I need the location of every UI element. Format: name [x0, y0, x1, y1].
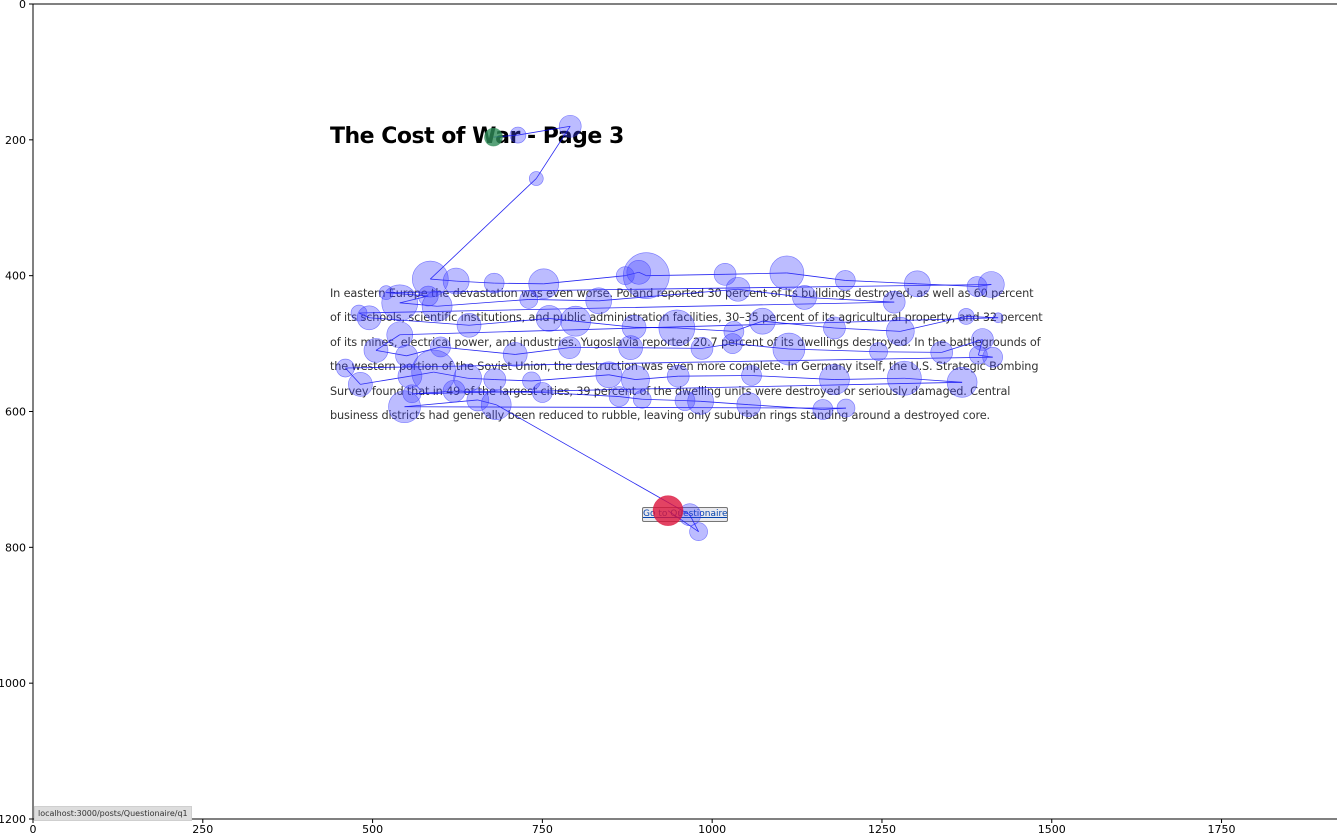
x-tick-label: 1000	[698, 823, 726, 836]
questionaire-button[interactable]: Go to Questionaire	[642, 507, 728, 522]
y-tick-label: 1000	[0, 677, 26, 690]
y-tick-label: 800	[5, 541, 26, 554]
x-tick-label: 750	[532, 823, 553, 836]
y-tick-label: 1200	[0, 813, 26, 826]
x-tick-label: 0	[30, 823, 37, 836]
x-tick-label: 1500	[1038, 823, 1066, 836]
y-tick-label: 400	[5, 270, 26, 283]
y-tick-label: 200	[5, 134, 26, 147]
x-tick-label: 500	[362, 823, 383, 836]
y-tick-label: 600	[5, 406, 26, 419]
status-bar-url: localhost:3000/posts/Questionaire/q1	[34, 806, 192, 821]
page-title: The Cost of War - Page 3	[330, 124, 624, 149]
y-axis: 0 200 400 600 800 1000 1200	[0, 0, 33, 826]
x-tick-label: 250	[192, 823, 213, 836]
x-tick-label: 1250	[868, 823, 896, 836]
x-axis: 0 250 500 750 1000 1250 1500 1750	[30, 819, 1236, 836]
x-tick-label: 1750	[1208, 823, 1236, 836]
article-paragraph: In eastern Europe the devastation was ev…	[330, 287, 1043, 423]
y-tick-label: 0	[19, 0, 26, 11]
